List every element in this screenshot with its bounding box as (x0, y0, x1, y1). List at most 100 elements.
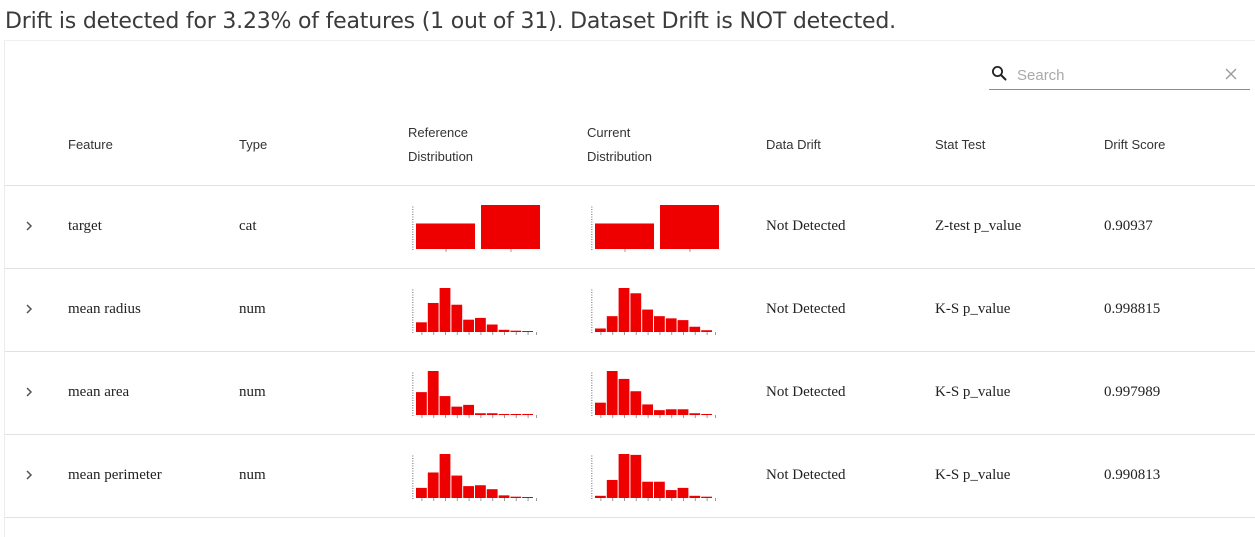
axis-tick (591, 483, 593, 484)
table-row[interactable]: mean radius num Not Detected K-S p_value… (5, 268, 1255, 352)
search-icon (992, 66, 1007, 81)
axis-tick (591, 458, 593, 459)
axis-tick (412, 231, 414, 233)
reference-distribution-chart (412, 205, 540, 252)
axis-tick (412, 490, 414, 492)
axis-tick (591, 307, 593, 308)
axis-tick (591, 490, 593, 492)
axis-tick (591, 234, 593, 235)
stat-test-name: K-S p_value (935, 467, 1011, 483)
axis-tick (412, 493, 414, 494)
histogram-bar (463, 486, 474, 498)
axis-tick (600, 498, 602, 501)
column-header-data-drift[interactable]: Data Drift (766, 137, 821, 152)
axis-tick (412, 292, 414, 293)
column-header-stat-test[interactable]: Stat Test (935, 137, 986, 152)
histogram-bar (522, 331, 533, 332)
axis-tick (591, 460, 593, 462)
histogram-bar (689, 495, 701, 498)
chevron-right-icon[interactable] (23, 385, 35, 399)
histogram-bar (475, 317, 486, 332)
column-header-type[interactable]: Type (239, 137, 268, 152)
axis-tick (412, 216, 414, 218)
axis-tick (624, 498, 625, 501)
histogram-bar (463, 404, 474, 415)
column-header-feature[interactable]: Feature (68, 137, 113, 152)
axis-tick (412, 241, 414, 243)
histogram-bar (630, 454, 642, 498)
reference-distribution-chart (412, 371, 537, 418)
histogram-bar (463, 319, 474, 332)
axis-tick (421, 498, 423, 501)
axis-tick (504, 332, 505, 335)
histogram-bar (595, 223, 654, 249)
histogram-bar (595, 328, 606, 332)
axis-tick (591, 314, 593, 316)
axis-tick (433, 332, 435, 335)
axis-tick (591, 239, 593, 240)
axis-tick (536, 332, 537, 335)
axis-tick (527, 332, 529, 335)
axis-tick (412, 214, 414, 215)
axis-tick (659, 498, 661, 501)
axis-tick (647, 415, 649, 418)
axis-tick (412, 249, 414, 250)
axis-tick (591, 292, 593, 293)
axis-tick (412, 312, 414, 313)
axis-tick (591, 327, 593, 328)
axis-tick (468, 332, 470, 335)
axis-tick (715, 498, 716, 501)
chevron-right-icon[interactable] (23, 302, 35, 316)
axis-tick (635, 498, 637, 501)
table-bottom-divider (5, 517, 1255, 518)
axis-tick (706, 332, 708, 335)
axis-tick (412, 319, 414, 321)
histogram-bar (654, 410, 665, 415)
histogram-bar (618, 288, 630, 332)
axis-tick (412, 246, 414, 248)
histogram-bar (416, 392, 427, 415)
axis-tick (412, 495, 414, 497)
axis-tick (591, 231, 593, 233)
close-icon[interactable] (1224, 67, 1238, 81)
chevron-right-icon[interactable] (23, 219, 35, 233)
axis-tick (683, 332, 684, 335)
chevron-right-icon[interactable] (23, 468, 35, 482)
search-box[interactable] (989, 63, 1250, 90)
histogram-bar (451, 475, 463, 498)
axis-tick (412, 465, 414, 467)
histogram-bar (486, 413, 498, 415)
axis-tick (412, 463, 414, 464)
axis-tick (591, 246, 593, 248)
axis-tick (412, 322, 414, 323)
axis-tick (515, 498, 517, 501)
axis-tick (659, 332, 661, 335)
axis-tick (412, 407, 414, 409)
column-header-drift-score[interactable]: Drift Score (1104, 137, 1166, 152)
axis-tick (591, 387, 593, 389)
histogram-bar (427, 302, 439, 332)
axis-tick (591, 249, 593, 250)
axis-tick (412, 206, 414, 208)
histogram-bar (510, 496, 522, 498)
table-row[interactable]: mean perimeter num Not Detected K-S p_va… (5, 434, 1255, 518)
axis-tick (591, 241, 593, 243)
table-row[interactable]: mean area num Not Detected K-S p_value 0… (5, 351, 1255, 435)
axis-tick (591, 209, 593, 210)
stat-test-name: K-S p_value (935, 384, 1011, 400)
axis-tick (468, 415, 470, 418)
axis-tick (591, 402, 593, 404)
axis-tick (591, 216, 593, 218)
axis-tick (412, 473, 414, 474)
axis-tick (412, 390, 414, 391)
axis-tick (591, 400, 593, 401)
table-row[interactable]: target cat Not Detected Z-test p_value 0… (5, 185, 1255, 269)
search-input[interactable] (1015, 64, 1219, 86)
axis-tick (456, 498, 458, 501)
feature-name: mean perimeter (68, 467, 162, 483)
axis-tick (492, 498, 494, 501)
axis-tick (591, 412, 593, 414)
axis-tick (515, 415, 517, 418)
histogram-bar (439, 396, 451, 415)
axis-tick (445, 498, 446, 501)
